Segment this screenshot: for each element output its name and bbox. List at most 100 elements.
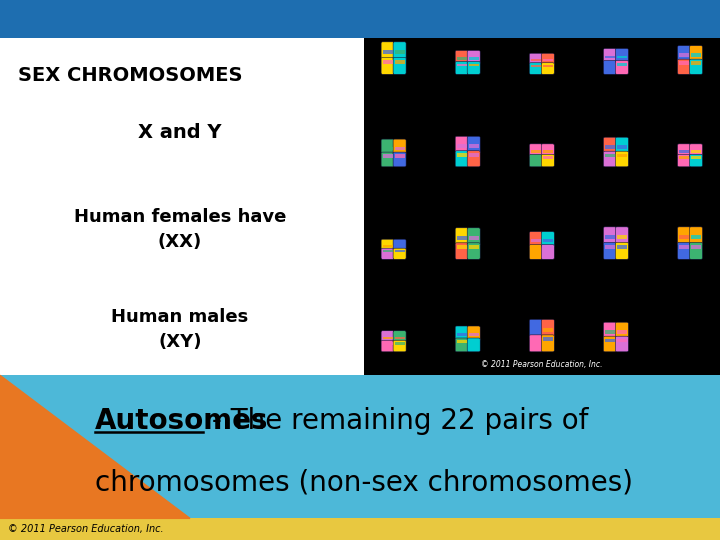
FancyBboxPatch shape bbox=[616, 227, 629, 245]
Text: Autosomes: Autosomes bbox=[95, 407, 269, 435]
FancyBboxPatch shape bbox=[678, 227, 690, 245]
Bar bbox=[395, 60, 405, 64]
FancyBboxPatch shape bbox=[381, 330, 394, 343]
Bar bbox=[679, 53, 689, 57]
Bar bbox=[543, 150, 553, 153]
FancyBboxPatch shape bbox=[603, 49, 616, 64]
Bar bbox=[456, 144, 467, 148]
Bar bbox=[395, 336, 405, 339]
Bar bbox=[395, 146, 405, 150]
FancyBboxPatch shape bbox=[690, 227, 703, 245]
Bar bbox=[679, 235, 689, 239]
Bar bbox=[531, 157, 541, 159]
FancyBboxPatch shape bbox=[467, 338, 480, 352]
Bar bbox=[617, 330, 627, 334]
FancyBboxPatch shape bbox=[467, 228, 480, 246]
FancyBboxPatch shape bbox=[467, 243, 480, 259]
FancyBboxPatch shape bbox=[616, 60, 629, 75]
FancyBboxPatch shape bbox=[381, 340, 394, 352]
FancyBboxPatch shape bbox=[690, 59, 703, 75]
FancyBboxPatch shape bbox=[678, 154, 690, 167]
FancyBboxPatch shape bbox=[467, 62, 480, 75]
Polygon shape bbox=[0, 375, 190, 518]
Text: - The remaining 22 pairs of: - The remaining 22 pairs of bbox=[203, 407, 588, 435]
FancyBboxPatch shape bbox=[467, 50, 480, 64]
Bar bbox=[605, 153, 615, 157]
Bar bbox=[382, 342, 392, 345]
Bar bbox=[456, 57, 467, 59]
FancyBboxPatch shape bbox=[393, 152, 406, 167]
FancyBboxPatch shape bbox=[678, 46, 690, 62]
Bar bbox=[679, 245, 689, 248]
FancyBboxPatch shape bbox=[678, 59, 690, 75]
FancyBboxPatch shape bbox=[529, 319, 542, 338]
FancyBboxPatch shape bbox=[381, 139, 394, 155]
Text: © 2011 Pearson Education, Inc.: © 2011 Pearson Education, Inc. bbox=[481, 360, 603, 369]
FancyBboxPatch shape bbox=[393, 248, 406, 259]
Bar bbox=[382, 60, 392, 64]
Bar bbox=[691, 150, 701, 153]
FancyBboxPatch shape bbox=[690, 46, 703, 62]
Bar bbox=[0, 0, 720, 38]
Bar bbox=[543, 157, 553, 159]
FancyBboxPatch shape bbox=[455, 338, 468, 352]
Bar bbox=[395, 50, 405, 54]
Bar bbox=[691, 157, 701, 159]
Bar bbox=[456, 153, 467, 157]
Bar bbox=[469, 153, 479, 157]
FancyBboxPatch shape bbox=[529, 232, 542, 248]
FancyBboxPatch shape bbox=[603, 151, 616, 167]
FancyBboxPatch shape bbox=[541, 63, 554, 75]
FancyBboxPatch shape bbox=[455, 151, 468, 167]
FancyBboxPatch shape bbox=[616, 242, 629, 259]
FancyBboxPatch shape bbox=[541, 144, 554, 157]
FancyBboxPatch shape bbox=[529, 63, 542, 75]
FancyBboxPatch shape bbox=[541, 335, 554, 352]
Bar bbox=[382, 146, 392, 150]
Bar bbox=[382, 250, 392, 252]
Bar bbox=[605, 245, 615, 248]
Bar bbox=[605, 330, 615, 334]
FancyBboxPatch shape bbox=[616, 49, 629, 64]
FancyBboxPatch shape bbox=[393, 340, 406, 352]
Bar bbox=[543, 247, 553, 250]
Bar bbox=[679, 157, 689, 159]
Bar bbox=[469, 144, 479, 148]
Bar bbox=[469, 333, 479, 336]
Bar bbox=[531, 328, 541, 332]
Bar bbox=[364, 38, 720, 375]
FancyBboxPatch shape bbox=[690, 144, 703, 157]
FancyBboxPatch shape bbox=[616, 151, 629, 167]
FancyBboxPatch shape bbox=[455, 243, 468, 259]
FancyBboxPatch shape bbox=[541, 154, 554, 167]
Bar bbox=[605, 235, 615, 239]
FancyBboxPatch shape bbox=[393, 239, 406, 251]
Text: X and Y: X and Y bbox=[138, 123, 222, 142]
FancyBboxPatch shape bbox=[690, 242, 703, 259]
Bar bbox=[617, 235, 627, 239]
Text: (XY): (XY) bbox=[158, 333, 202, 351]
Bar bbox=[531, 338, 541, 341]
Bar bbox=[531, 65, 541, 67]
Text: Human females have: Human females have bbox=[74, 208, 286, 226]
FancyBboxPatch shape bbox=[381, 239, 394, 251]
Bar bbox=[0, 375, 720, 518]
Bar bbox=[395, 245, 405, 247]
Bar bbox=[469, 64, 479, 66]
Bar bbox=[605, 145, 615, 149]
Bar bbox=[382, 245, 392, 247]
Bar bbox=[382, 50, 392, 54]
Bar bbox=[531, 247, 541, 250]
Bar bbox=[617, 63, 627, 65]
FancyBboxPatch shape bbox=[616, 137, 629, 154]
FancyBboxPatch shape bbox=[678, 144, 690, 157]
FancyBboxPatch shape bbox=[381, 57, 394, 75]
Bar bbox=[531, 239, 541, 242]
Bar bbox=[691, 245, 701, 248]
Bar bbox=[543, 239, 553, 242]
FancyBboxPatch shape bbox=[690, 154, 703, 167]
FancyBboxPatch shape bbox=[455, 62, 468, 75]
Bar bbox=[456, 245, 467, 249]
FancyBboxPatch shape bbox=[467, 326, 480, 341]
Text: Human males: Human males bbox=[112, 308, 248, 326]
